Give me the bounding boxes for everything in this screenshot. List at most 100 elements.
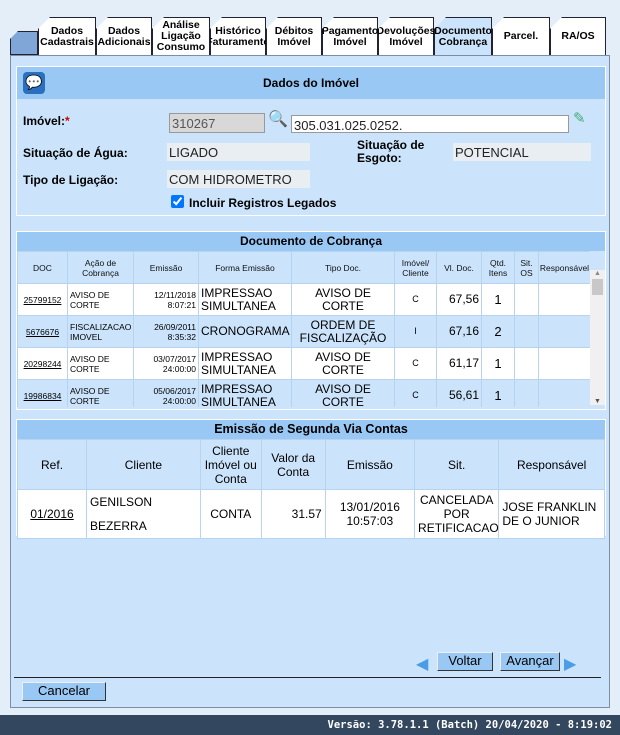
tab-bar: Dados Cadastrais Dados Adicionais Análise … — [10, 17, 610, 57]
table-cell: CRONOGRAMA — [198, 315, 292, 348]
table-cell: CONTA — [199, 489, 262, 539]
documento-table: DOC Ação de Cobrança Emissão Forma Emissão T… — [17, 251, 590, 407]
tab-6[interactable]: Devoluções Imóvel — [378, 17, 434, 55]
table-cell: C — [394, 347, 437, 380]
cell-text: 13/01/2016 10:57:03 — [339, 500, 400, 528]
table-cell: AVISO DE CORTE — [291, 347, 395, 380]
tab-7[interactable]: Documento Cobrança — [434, 17, 492, 55]
cell-text: ORDEM DE FISCALIZAÇÃO — [299, 317, 387, 345]
table-cell: 67,56 — [436, 283, 482, 316]
cell-text: CANCELADA POR RETIFICACAO — [418, 493, 499, 535]
cell-text: 31.57 — [291, 507, 322, 521]
column-header: Sit. — [414, 439, 500, 490]
cell-text: 67,56 — [448, 292, 479, 306]
column-header: Cliente — [86, 439, 201, 490]
table-cell — [538, 315, 590, 348]
cell-text: 56,61 — [448, 388, 479, 402]
table-cell — [538, 379, 590, 407]
tab-4[interactable]: Débitos Imóvel — [266, 17, 322, 55]
doc-link[interactable]: 20298244 — [23, 358, 62, 369]
table-cell: ORDEM DE FISCALIZAÇÃO — [291, 315, 395, 348]
tab-1[interactable]: Dados Adicionais — [96, 17, 152, 55]
doc-link[interactable]: 19986834 — [23, 390, 62, 401]
cell-text: 03/07/2017 24:00:00 — [153, 353, 196, 374]
arrow-left-icon[interactable]: ◀ — [416, 656, 429, 673]
situacao-agua-value: LIGADO — [167, 143, 310, 161]
search-icon[interactable]: 🔍 — [268, 111, 288, 128]
scroll-up-icon[interactable]: ▲ — [594, 270, 601, 277]
doc-link[interactable]: 5676676 — [25, 326, 60, 337]
cell-text: 1 — [494, 356, 502, 371]
tab-0[interactable]: Dados Cadastrais — [38, 17, 96, 55]
tipo-ligacao-value: COM HIDROMETRO — [167, 170, 310, 188]
scrollbar[interactable]: ▲ ▼ — [590, 270, 605, 405]
column-header: Valor da Conta — [260, 439, 326, 490]
cell-text: AVISO DE CORTE — [315, 285, 371, 313]
avancar-button[interactable]: Avançar — [500, 652, 560, 671]
table-cell — [514, 315, 539, 348]
inscricao-input[interactable]: 305.031.025.0252. — [291, 115, 569, 133]
tab-2[interactable]: Análise Ligação Consumo — [152, 17, 210, 55]
situacao-esgoto-label: Situação de Esgoto: — [357, 138, 425, 165]
table-cell: 67,16 — [436, 315, 482, 348]
column-header: Ref. — [16, 439, 88, 490]
table-row: 20298244 AVISO DE CORTE 03/07/2017 24:00:0… — [17, 347, 590, 380]
cell-text: IMPRESSAO SIMULTANEA — [201, 349, 276, 377]
divider — [14, 677, 601, 678]
section-title: Documento de Cobrança — [17, 232, 605, 251]
tipo-ligacao-label: Tipo de Ligação: — [23, 173, 119, 187]
incluir-legados-checkbox[interactable] — [171, 195, 184, 208]
cell-text: 2 — [494, 324, 502, 339]
table-cell: 31.57 — [260, 489, 326, 539]
table-cell — [514, 379, 539, 407]
table-cell: 12/11/2018 8:07:21 — [133, 283, 199, 316]
cell-text: AVISO DE CORTE — [70, 289, 110, 310]
voltar-button[interactable]: Voltar — [437, 652, 493, 671]
cell-text: IMPRESSAO SIMULTANEA — [201, 285, 276, 313]
incluir-legados-label: Incluir Registros Legados — [189, 196, 337, 210]
version-footer: Versão: 3.78.1.1 (Batch) 20/04/2020 - 8:… — [0, 715, 620, 735]
column-header: Responsável — [498, 439, 605, 490]
column-header: Ação de Cobrança — [67, 251, 134, 284]
column-header: Emissão — [133, 251, 199, 284]
tab-8[interactable]: Parcel. — [492, 17, 550, 55]
doc-link[interactable]: 25799152 — [23, 294, 62, 305]
table-cell: 56,61 — [436, 379, 482, 407]
dados-imovel-section: 💬 Dados do Imóvel Imóvel:* 310267 🔍 305.… — [16, 66, 606, 216]
column-header: Forma Emissão — [198, 251, 292, 284]
table-cell: 2 — [481, 315, 515, 348]
cell-text: C — [412, 294, 419, 304]
tab-9[interactable]: RA/OS — [550, 17, 606, 55]
table-cell: JOSE FRANKLIN DE O JUNIOR — [498, 489, 605, 539]
table-cell — [538, 283, 590, 316]
eraser-icon[interactable]: ✎ — [573, 110, 586, 127]
ref-link[interactable]: 01/2016 — [30, 507, 74, 521]
table-cell: FISCALIZACAO IMOVEL — [67, 315, 134, 348]
cell-text: 1 — [494, 388, 502, 403]
cell-text: AVISO DE CORTE — [315, 349, 371, 377]
chat-icon[interactable]: 💬 — [23, 72, 45, 94]
imovel-label: Imóvel:* — [23, 114, 70, 128]
matricula-input[interactable]: 310267 — [169, 113, 265, 133]
table-cell: 25799152 — [17, 283, 68, 316]
tab-3[interactable]: Histórico Faturamento — [210, 17, 266, 55]
table-cell: AVISO DE CORTE — [67, 283, 134, 316]
table-cell: CANCELADA POR RETIFICACAO — [414, 489, 500, 539]
table-cell — [514, 283, 539, 316]
table-cell — [514, 347, 539, 380]
scrollbar-thumb[interactable] — [592, 279, 603, 295]
column-header: Sit. OS — [514, 251, 539, 284]
table-cell: 1 — [481, 379, 515, 407]
cell-text: I — [414, 326, 417, 336]
column-header: Vl. Doc. — [436, 251, 482, 284]
cell-text: FISCALIZACAO IMOVEL — [70, 321, 132, 342]
cell-text: 26/09/2011 8:35:32 — [154, 321, 196, 342]
scroll-down-icon[interactable]: ▼ — [594, 398, 601, 405]
cell-text: JOSE FRANKLIN DE O JUNIOR — [502, 500, 597, 528]
cancelar-button[interactable]: Cancelar — [22, 682, 106, 701]
table-cell: C — [394, 283, 437, 316]
tab-5[interactable]: Pagamento Imóvel — [322, 17, 378, 55]
arrow-right-icon[interactable]: ▶ — [564, 656, 577, 673]
column-header: Responsável — [538, 251, 590, 284]
column-header: Qtd. Itens — [481, 251, 515, 284]
